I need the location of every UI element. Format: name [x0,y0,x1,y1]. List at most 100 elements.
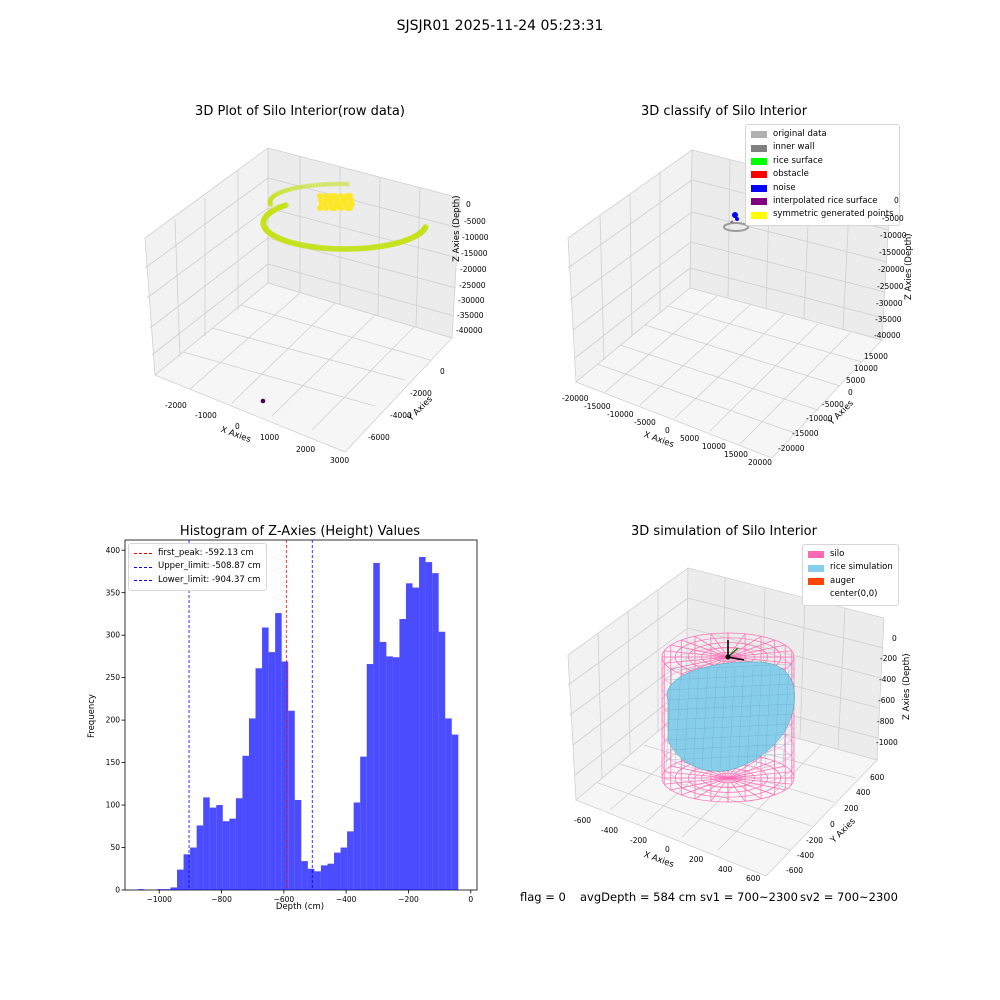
legend-label: auger [830,575,855,586]
tick-label: -400 [879,675,897,684]
histogram-bar [288,710,295,890]
tick-label: -20000 [878,265,905,274]
x-tick-label: −800 [211,895,232,904]
legend-swatch [808,591,824,598]
y-tick-label: 300 [106,631,121,640]
tick-label: -5000 [822,400,844,409]
legend-swatch [751,144,767,152]
legend-item: auger [808,575,893,588]
legend-label: silo [830,549,845,559]
raw-point [317,205,323,211]
histogram-bar [386,656,393,890]
tick-label: -1000 [876,738,898,747]
legend-swatch [751,184,767,192]
rice-mesh-line [710,667,718,769]
silo-spoke [727,777,746,802]
legend-line [134,553,152,555]
y-tick-label: 0 [115,886,120,895]
silo-spoke [727,765,786,779]
legend-label: noise [773,182,796,193]
histogram-bar [379,641,387,890]
tick-label: -200 [806,836,824,845]
rice-mesh-line [701,667,709,769]
histogram-bar [255,668,263,890]
silo-spoke [727,639,775,658]
raw-point [347,205,353,211]
tick-label: 5000 [680,434,700,443]
tick-label: -200 [630,836,648,845]
x-tick-label: −200 [398,895,419,904]
silo-spoke [664,771,729,779]
raw-plot-title: 3D Plot of Silo Interior(row data) [195,104,405,119]
classify-points [723,212,749,232]
silo-spoke [670,765,729,779]
tick-label: -40000 [456,326,483,335]
histogram-bar [451,734,459,890]
x-tick-label: −600 [274,895,295,904]
rice-mesh-line [755,667,763,769]
silo-spoke [727,777,775,796]
histogram-bar [412,587,420,890]
x-tick-label: 0 [468,895,473,904]
rice-mesh-line [665,693,795,701]
tick-label: -15000 [792,429,819,438]
histogram-bar [301,861,308,890]
histogram-bar [419,556,426,890]
tick-label: 10000 [854,364,878,373]
legend-swatch [808,551,824,559]
legend-item: rice simulation [808,561,893,574]
histogram-y-label: Frequency [87,694,97,738]
histogram-bar [209,807,217,890]
legend-line [134,566,152,568]
silo-spoke [727,760,775,779]
rice-mesh-line [728,667,736,769]
legend-label: Lower_limit: -904.37 cm [158,574,261,585]
legend-item: symmetric generated points [751,208,894,221]
tick-label: 0 [830,820,835,829]
silo-spoke [670,644,729,658]
y-tick-label: 400 [106,546,121,555]
silo-spoke [664,777,729,785]
silo-spoke [681,639,729,658]
histogram-bar [373,562,380,890]
histogram-bar [242,755,249,890]
tick-label: 10000 [702,442,726,451]
tick-label: -15000 [879,248,906,257]
legend-item: obstacle [751,168,894,181]
rice-mesh-line [665,713,795,721]
y-tick-label: 100 [106,801,121,810]
histogram-legend: first_peak: -592.13 cm Upper_limit: -508… [128,543,267,592]
histogram-bar [281,661,289,890]
histogram-bar [163,889,171,890]
histogram-bar [366,664,374,890]
tick-label: 400 [856,788,871,797]
legend-item: inner wall [751,141,894,154]
rice-mesh-line [674,667,682,769]
silo-spoke [727,656,792,664]
tick-label: 5000 [846,376,866,385]
tick-label: -400 [797,851,815,860]
legend-item: interpolated rice surface [751,195,894,208]
footer-flag: flag = 0 [520,890,566,904]
tick-label: 600 [870,773,885,782]
histogram-bar [405,583,413,890]
tick-label: 0 [848,388,853,397]
tick-label: -200 [880,654,898,663]
silo-spoke [727,650,792,658]
silo-spoke [727,777,762,800]
histogram-bar [203,797,210,890]
tick-label: -20000 [778,444,805,453]
histogram-bar [157,889,164,890]
rice-mesh-line [665,667,673,769]
legend-item: noise [751,182,894,195]
silo-spoke [727,633,746,658]
y-tick-label: 250 [106,673,121,682]
histogram-bar [222,821,230,890]
rice-mesh-line [665,733,795,741]
silo-spoke [727,635,762,658]
tick-label: 1000 [260,433,280,442]
histogram-plot: −1000 −800 −600 −400 −200 0 0 50 100 150 200 250 300… [106,539,478,904]
tick-label: 3000 [330,456,350,465]
raw-outlier-point [260,398,266,404]
legend-label: first_peak: -592.13 cm [158,548,254,558]
